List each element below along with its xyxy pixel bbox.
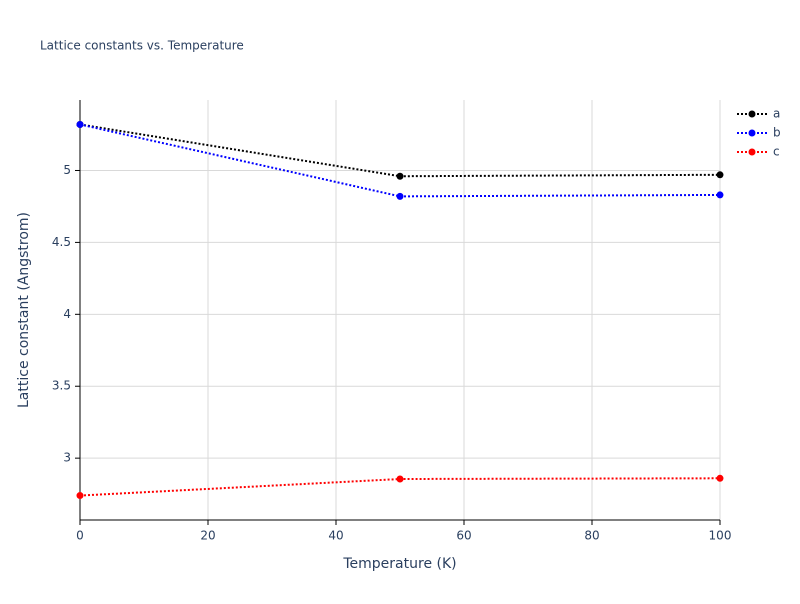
- data-point: [716, 474, 724, 482]
- y-tick-label: 5: [63, 163, 71, 177]
- x-tick-label: 40: [328, 529, 343, 543]
- legend-marker: [748, 129, 756, 137]
- legend-label: c: [773, 145, 780, 159]
- series-line: [79, 123, 721, 178]
- data-point: [396, 192, 404, 200]
- data-point: [716, 171, 724, 179]
- data-point: [396, 475, 404, 483]
- data-point: [76, 120, 84, 128]
- data-point: [716, 191, 724, 199]
- legend-marker: [748, 148, 756, 156]
- y-axis-label: Lattice constant (Angstrom): [16, 212, 32, 408]
- x-tick-label: 0: [76, 529, 84, 543]
- series-line: [79, 123, 721, 198]
- x-axis-label: Temperature (K): [342, 556, 456, 572]
- legend-label: a: [773, 107, 780, 121]
- legend-label: b: [773, 126, 781, 140]
- data-point: [396, 172, 404, 180]
- data-point: [76, 492, 84, 500]
- x-tick-label: 20: [200, 529, 215, 543]
- x-tick-label: 100: [709, 529, 732, 543]
- y-tick-label: 3.5: [52, 379, 71, 393]
- y-tick-label: 4: [63, 307, 71, 321]
- x-tick-label: 80: [584, 529, 599, 543]
- x-tick-label: 60: [456, 529, 471, 543]
- y-tick-label: 3: [63, 451, 71, 465]
- legend-marker: [748, 110, 756, 118]
- chart-title: Lattice constants vs. Temperature: [40, 39, 244, 53]
- y-tick-label: 4.5: [52, 235, 71, 249]
